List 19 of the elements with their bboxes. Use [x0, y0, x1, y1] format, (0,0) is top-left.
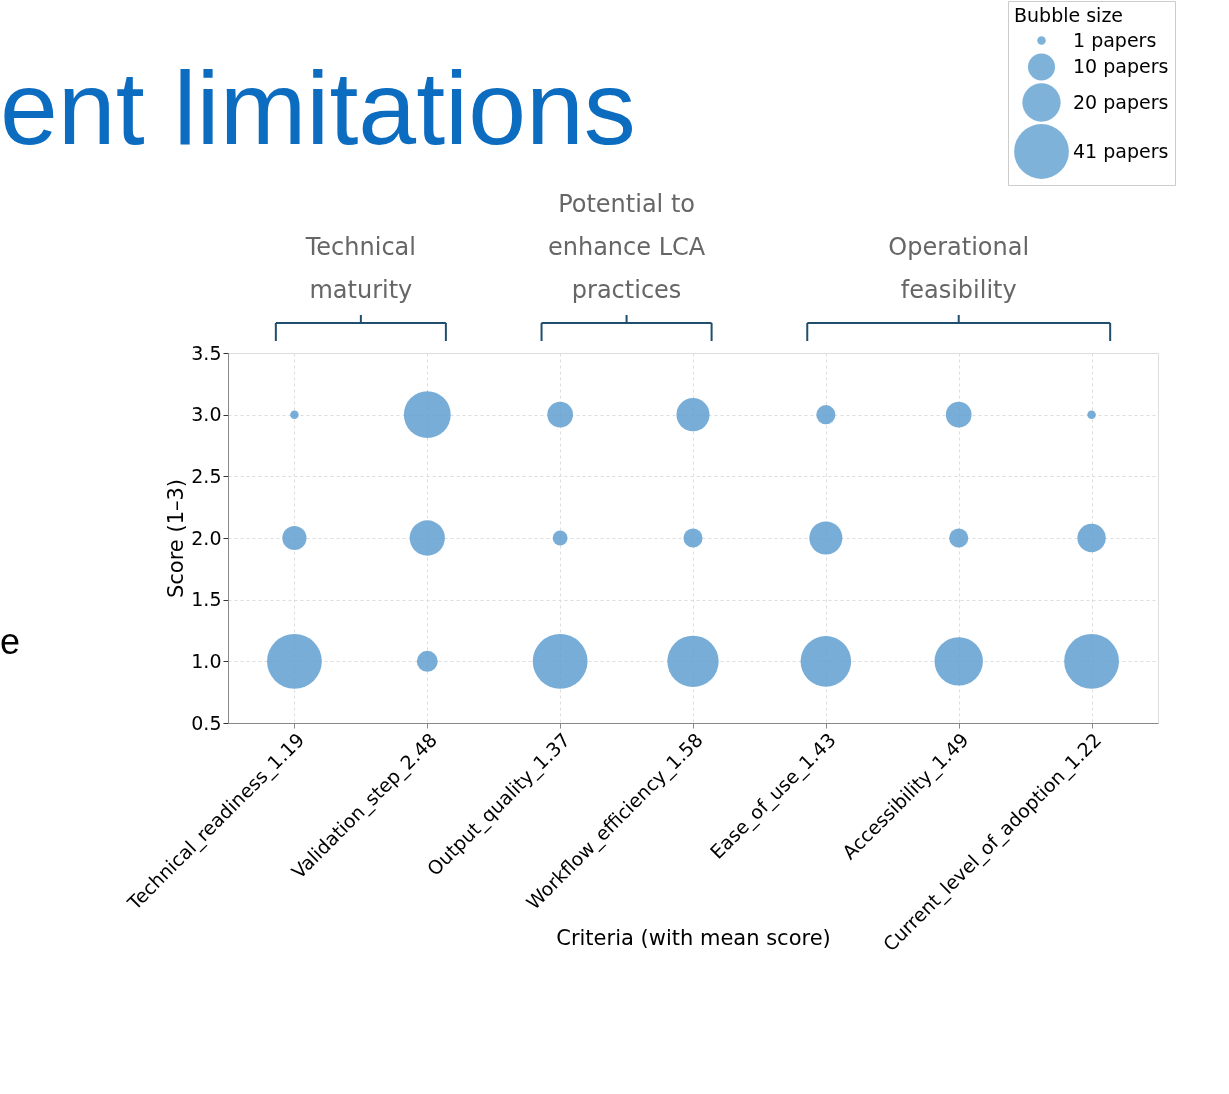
legend-title: Bubble size [1014, 4, 1124, 26]
y-tick-label: 0.5 [191, 711, 222, 734]
legend-label: 10 papers [1073, 55, 1169, 77]
y-axis-title: Score (1–3) [164, 478, 189, 599]
x-axis-title: Criteria (with mean score) [556, 925, 831, 950]
legend-label: 1 papers [1073, 28, 1157, 51]
y-tick-label: 1.0 [191, 649, 222, 672]
text: Potential to enhance LCA practices [547, 190, 706, 304]
y-tick-label: 2.5 [191, 464, 222, 487]
y-tick-label: 3.5 [191, 341, 222, 364]
text: Operational feasibility [888, 233, 1030, 304]
y-tick-label: 3.0 [191, 403, 222, 426]
text: e [0, 621, 21, 662]
y-tick-label: 2.0 [191, 526, 222, 549]
y-tick-label: 1.5 [191, 588, 222, 611]
chart-title: ent limitations [0, 49, 636, 166]
text: Technical maturity [304, 233, 416, 304]
legend-label: 20 papers [1073, 90, 1169, 113]
legend-label: 41 papers [1073, 139, 1169, 162]
